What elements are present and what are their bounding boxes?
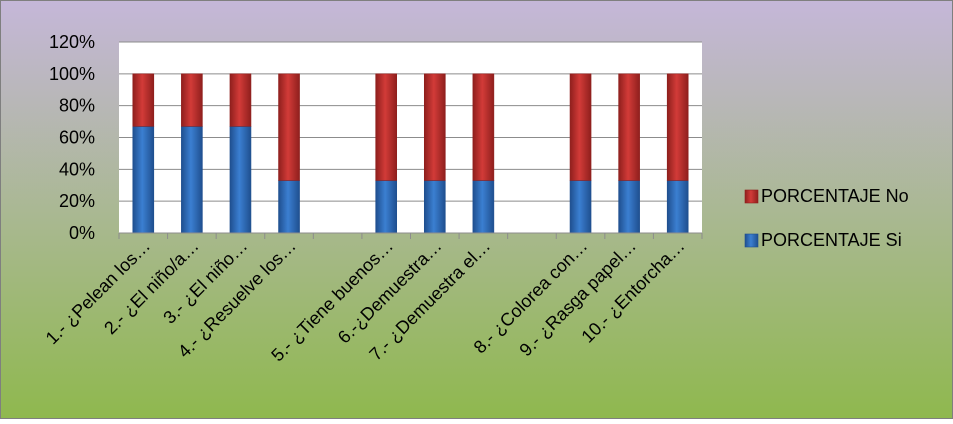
y-tick-label: 20% [59, 191, 95, 211]
x-axis [118, 232, 703, 239]
bar-si [229, 126, 252, 234]
y-tick-label: 80% [59, 96, 95, 116]
gridlines [119, 41, 702, 234]
bar-no [278, 73, 300, 181]
legend-swatch [744, 233, 759, 248]
bar-si [569, 180, 592, 234]
legend-label: PORCENTAJE Si [761, 230, 902, 250]
legend-swatch [744, 189, 759, 204]
bar-no [569, 73, 592, 181]
bars [132, 73, 689, 234]
y-tick-label: 100% [49, 64, 95, 84]
y-axis-labels: 0% 20% 40% 60% 80% 100% 120% [49, 32, 95, 243]
y-tick-label: 120% [49, 32, 95, 52]
legend-label: PORCENTAJE No [761, 186, 909, 206]
y-tick-label: 60% [59, 128, 95, 148]
bar-si [278, 180, 300, 234]
bar-si [618, 180, 640, 234]
bar-no [229, 73, 252, 127]
bar-si [132, 126, 155, 234]
bar-si [181, 126, 203, 234]
legend: PORCENTAJE No PORCENTAJE Si [744, 186, 909, 250]
bar-si [472, 180, 495, 234]
bar-no [375, 73, 398, 181]
bar-no [181, 73, 203, 127]
y-tick-label: 40% [59, 159, 95, 179]
bar-no [618, 73, 640, 181]
bar-no [423, 73, 446, 181]
y-tick-label: 0% [69, 223, 95, 243]
bar-no [666, 73, 689, 181]
bar-si [666, 180, 689, 234]
bar-si [375, 180, 398, 234]
bar-no [132, 73, 155, 127]
bar-si [423, 180, 446, 234]
bar-no [472, 73, 495, 181]
